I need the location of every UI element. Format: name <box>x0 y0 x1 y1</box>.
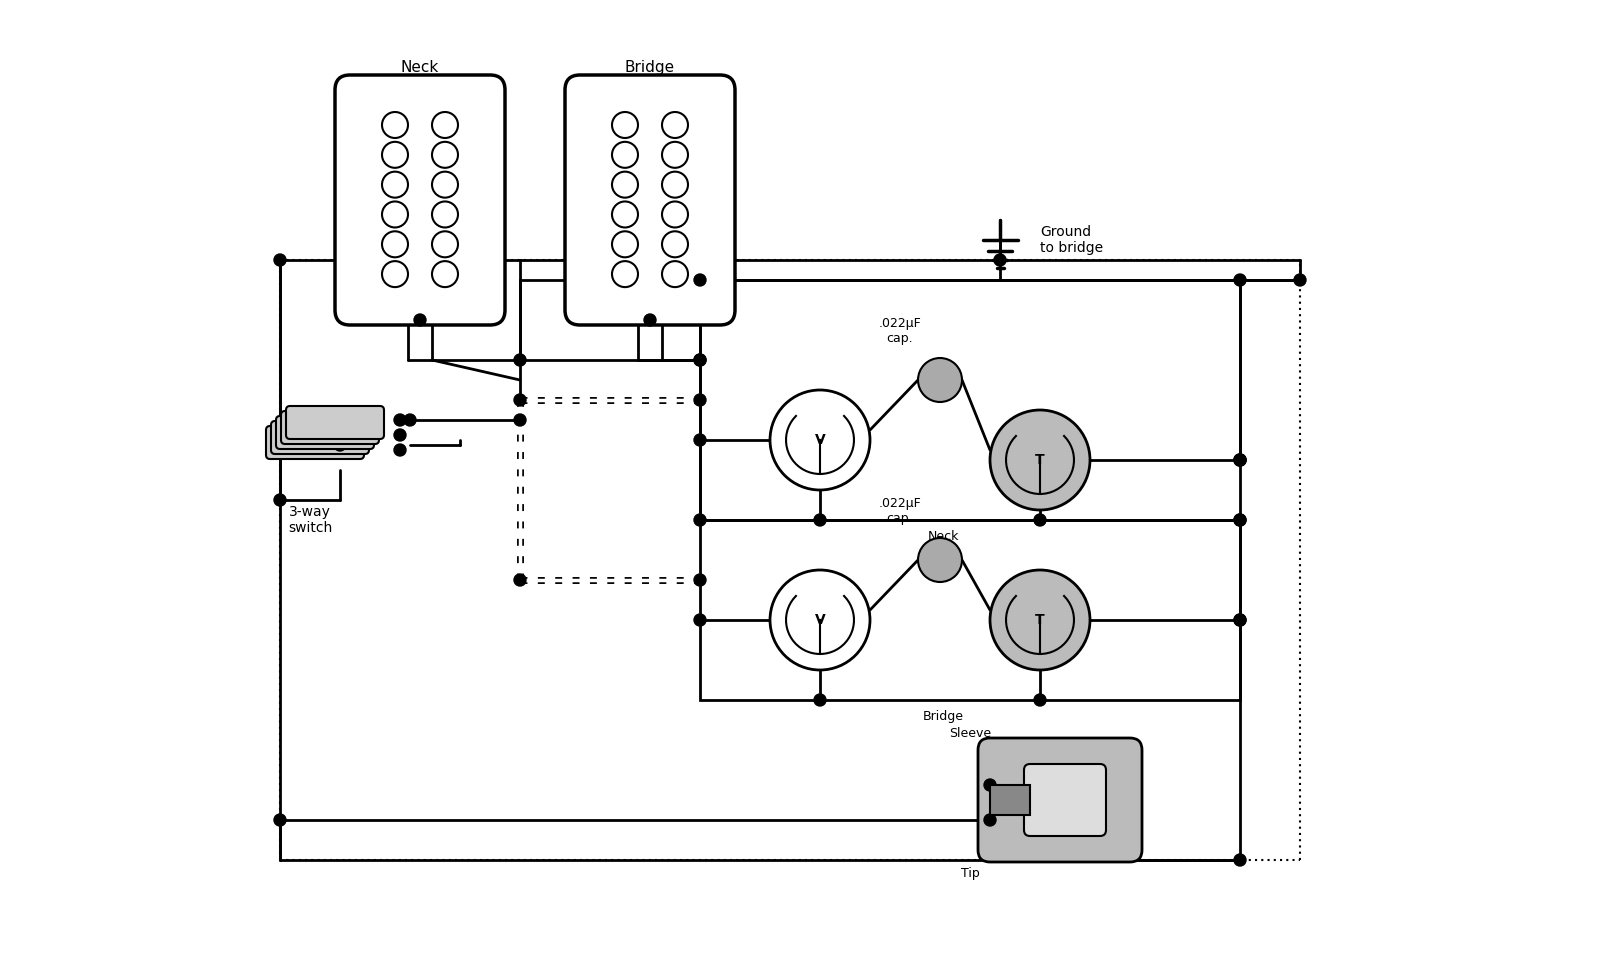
Circle shape <box>432 142 458 168</box>
Circle shape <box>662 202 688 228</box>
Text: Bridge: Bridge <box>626 60 675 75</box>
Text: .022μF
cap.: .022μF cap. <box>878 497 922 525</box>
Circle shape <box>432 202 458 228</box>
Circle shape <box>662 261 688 287</box>
FancyBboxPatch shape <box>978 738 1142 862</box>
Circle shape <box>432 261 458 287</box>
Circle shape <box>662 112 688 138</box>
Circle shape <box>514 414 526 426</box>
Circle shape <box>814 514 826 526</box>
Text: T: T <box>1035 453 1045 467</box>
Circle shape <box>1294 274 1306 286</box>
Circle shape <box>1234 514 1246 526</box>
Circle shape <box>334 439 346 451</box>
Circle shape <box>662 142 688 168</box>
Circle shape <box>611 172 638 198</box>
Circle shape <box>432 231 458 257</box>
FancyBboxPatch shape <box>270 421 370 454</box>
Text: 3-way
switch: 3-way switch <box>288 505 333 536</box>
Circle shape <box>770 390 870 490</box>
Text: Neck: Neck <box>402 60 438 75</box>
Circle shape <box>984 779 995 791</box>
Circle shape <box>694 394 706 406</box>
FancyBboxPatch shape <box>286 406 384 439</box>
Circle shape <box>1234 614 1246 626</box>
Circle shape <box>382 172 408 198</box>
Bar <box>701 520 1240 700</box>
FancyBboxPatch shape <box>282 411 379 444</box>
Circle shape <box>394 429 406 441</box>
Circle shape <box>611 261 638 287</box>
Text: Ground
to bridge: Ground to bridge <box>1040 225 1102 255</box>
Circle shape <box>382 142 408 168</box>
FancyBboxPatch shape <box>1024 764 1106 836</box>
Circle shape <box>918 538 962 582</box>
Circle shape <box>382 202 408 228</box>
Circle shape <box>394 444 406 456</box>
Text: Bridge: Bridge <box>923 710 963 723</box>
Circle shape <box>1234 274 1246 286</box>
Circle shape <box>662 172 688 198</box>
Text: Tip: Tip <box>960 867 979 880</box>
Circle shape <box>403 414 416 426</box>
Circle shape <box>1234 854 1246 866</box>
Circle shape <box>414 314 426 326</box>
Circle shape <box>432 112 458 138</box>
Circle shape <box>334 414 346 426</box>
Circle shape <box>990 570 1090 670</box>
Circle shape <box>994 254 1006 266</box>
Circle shape <box>382 261 408 287</box>
Text: V: V <box>814 613 826 627</box>
Circle shape <box>814 694 826 706</box>
Text: V: V <box>814 433 826 447</box>
Circle shape <box>694 354 706 366</box>
Circle shape <box>1234 514 1246 526</box>
Circle shape <box>694 614 706 626</box>
Circle shape <box>274 494 286 506</box>
Text: Neck: Neck <box>928 530 958 543</box>
Circle shape <box>514 394 526 406</box>
Text: .022μF
cap.: .022μF cap. <box>878 317 922 345</box>
Circle shape <box>984 814 995 826</box>
Circle shape <box>694 434 706 446</box>
Circle shape <box>1234 614 1246 626</box>
Circle shape <box>643 314 656 326</box>
FancyBboxPatch shape <box>565 75 734 325</box>
Circle shape <box>274 814 286 826</box>
Circle shape <box>694 354 706 366</box>
Circle shape <box>1234 454 1246 466</box>
Circle shape <box>694 274 706 286</box>
Circle shape <box>694 574 706 586</box>
FancyBboxPatch shape <box>334 75 506 325</box>
Circle shape <box>1034 694 1046 706</box>
Circle shape <box>394 414 406 426</box>
Circle shape <box>611 112 638 138</box>
Circle shape <box>432 172 458 198</box>
Bar <box>990 785 1030 815</box>
Circle shape <box>1034 514 1046 526</box>
Circle shape <box>770 570 870 670</box>
FancyBboxPatch shape <box>277 416 374 449</box>
Circle shape <box>1234 454 1246 466</box>
Circle shape <box>1234 454 1246 466</box>
Text: Sleeve: Sleeve <box>949 727 990 740</box>
Circle shape <box>382 112 408 138</box>
Text: T: T <box>1035 613 1045 627</box>
Circle shape <box>611 142 638 168</box>
Circle shape <box>382 231 408 257</box>
Circle shape <box>514 574 526 586</box>
Circle shape <box>918 358 962 402</box>
Circle shape <box>274 254 286 266</box>
Circle shape <box>694 514 706 526</box>
Circle shape <box>611 231 638 257</box>
Circle shape <box>514 354 526 366</box>
Circle shape <box>990 410 1090 510</box>
Circle shape <box>662 231 688 257</box>
FancyBboxPatch shape <box>266 426 365 459</box>
Bar <box>701 280 1240 520</box>
Circle shape <box>611 202 638 228</box>
